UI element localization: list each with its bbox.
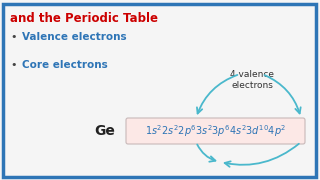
- Text: Core electrons: Core electrons: [22, 60, 108, 70]
- FancyBboxPatch shape: [126, 118, 305, 144]
- Text: •: •: [10, 32, 17, 42]
- Text: and the Periodic Table: and the Periodic Table: [10, 12, 158, 25]
- Text: Ge: Ge: [95, 124, 116, 138]
- Text: $1s^22s^22p^63s^23p^64s^23d^{10}4p^2$: $1s^22s^22p^63s^23p^64s^23d^{10}4p^2$: [145, 123, 286, 139]
- FancyBboxPatch shape: [3, 4, 316, 177]
- Text: 4 valence
electrons: 4 valence electrons: [230, 70, 274, 90]
- Text: Valence electrons: Valence electrons: [22, 32, 127, 42]
- Text: •: •: [10, 60, 17, 70]
